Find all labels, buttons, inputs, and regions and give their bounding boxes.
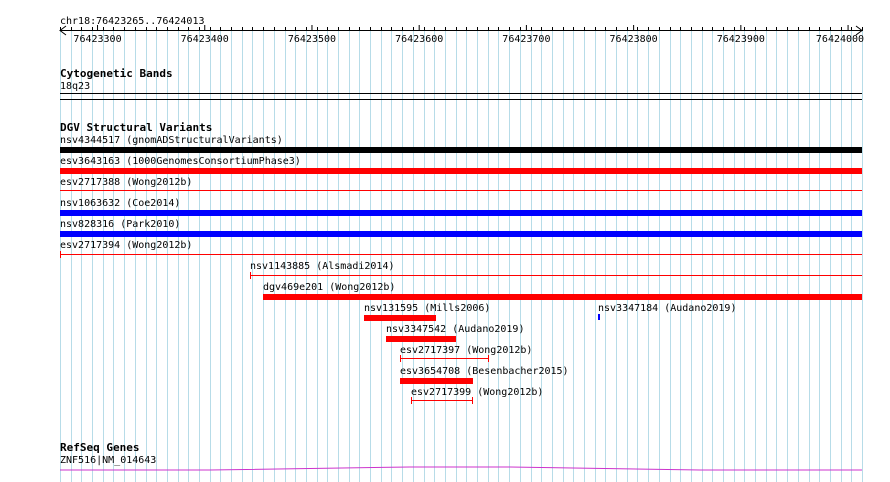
dgv-feature-bar[interactable] bbox=[60, 147, 862, 153]
track-title-dgv: DGV Structural Variants bbox=[60, 121, 213, 134]
dgv-feature-bar[interactable] bbox=[60, 254, 862, 255]
dgv-feature-label[interactable]: nsv3347184 (Audano2019) bbox=[598, 303, 737, 314]
dgv-feature-bar[interactable] bbox=[60, 231, 862, 237]
dgv-feature-bar[interactable] bbox=[60, 210, 862, 216]
dgv-feature-bar[interactable] bbox=[263, 294, 862, 300]
dgv-feature-label[interactable]: esv2717399 (Wong2012b) bbox=[411, 387, 544, 398]
dgv-feature-label[interactable]: nsv4344517 (gnomADStructuralVariants) bbox=[60, 135, 283, 146]
dgv-feature-bar[interactable] bbox=[400, 378, 473, 384]
ruler-tick-label: 76423900 bbox=[716, 34, 765, 45]
dgv-feature-label[interactable]: esv3643163 (1000GenomesConsortiumPhase3) bbox=[60, 156, 301, 167]
dgv-feature-label[interactable]: esv2717388 (Wong2012b) bbox=[60, 177, 193, 188]
ruler-tick-label: 76423700 bbox=[502, 34, 551, 45]
dgv-feature-label[interactable]: esv2717394 (Wong2012b) bbox=[60, 240, 193, 251]
gene-label[interactable]: ZNF516|NM_014643 bbox=[60, 455, 157, 466]
dgv-feature-bar[interactable] bbox=[598, 314, 600, 320]
ruler-tick-label: 76423300 bbox=[73, 34, 122, 45]
dgv-feature-bar[interactable] bbox=[386, 336, 456, 342]
dgv-feature-bar[interactable] bbox=[411, 400, 473, 401]
dgv-feature-endcap bbox=[60, 251, 61, 258]
dgv-feature-endcap bbox=[488, 355, 489, 362]
ruler-tick-label: 76423800 bbox=[609, 34, 658, 45]
dgv-feature-bar[interactable] bbox=[250, 275, 862, 276]
dgv-feature-endcap bbox=[250, 272, 251, 279]
dgv-feature-label[interactable]: esv2717397 (Wong2012b) bbox=[400, 345, 533, 356]
dgv-feature-endcap bbox=[411, 397, 412, 404]
cytoband-line-bottom bbox=[60, 99, 862, 100]
dgv-feature-label[interactable]: nsv1143885 (Alsmadi2014) bbox=[250, 261, 395, 272]
dgv-feature-label[interactable]: nsv131595 (Mills2006) bbox=[364, 303, 491, 314]
dgv-feature-bar[interactable] bbox=[400, 358, 489, 359]
cytoband-line-top bbox=[60, 93, 862, 94]
dgv-feature-bar[interactable] bbox=[364, 315, 436, 321]
gene-intron-line[interactable] bbox=[0, 462, 890, 474]
track-title-refseq: RefSeq Genes bbox=[60, 441, 140, 454]
ruler-tick-label: 76423500 bbox=[287, 34, 337, 45]
ruler-tick-label: 76424000 bbox=[815, 34, 865, 45]
dgv-feature-label[interactable]: esv3654708 (Besenbacher2015) bbox=[400, 366, 569, 377]
cytoband-label: 18q23 bbox=[60, 81, 91, 92]
dgv-feature-label[interactable]: nsv828316 (Park2010) bbox=[60, 219, 181, 230]
dgv-feature-label[interactable]: nsv3347542 (Audano2019) bbox=[386, 324, 525, 335]
dgv-feature-label[interactable]: dgv469e201 (Wong2012b) bbox=[263, 282, 396, 293]
dgv-feature-endcap bbox=[400, 355, 401, 362]
track-title-cytoband: Cytogenetic Bands bbox=[60, 67, 173, 80]
dgv-feature-bar[interactable] bbox=[60, 168, 862, 174]
dgv-feature-endcap bbox=[472, 397, 473, 404]
dgv-feature-bar[interactable] bbox=[60, 190, 862, 191]
ruler-tick-label: 76423400 bbox=[180, 34, 229, 45]
location-label: chr18:76423265..76424013 bbox=[60, 16, 205, 27]
ruler-tick-label: 76423600 bbox=[395, 34, 444, 45]
dgv-feature-label[interactable]: nsv1063632 (Coe2014) bbox=[60, 198, 181, 209]
